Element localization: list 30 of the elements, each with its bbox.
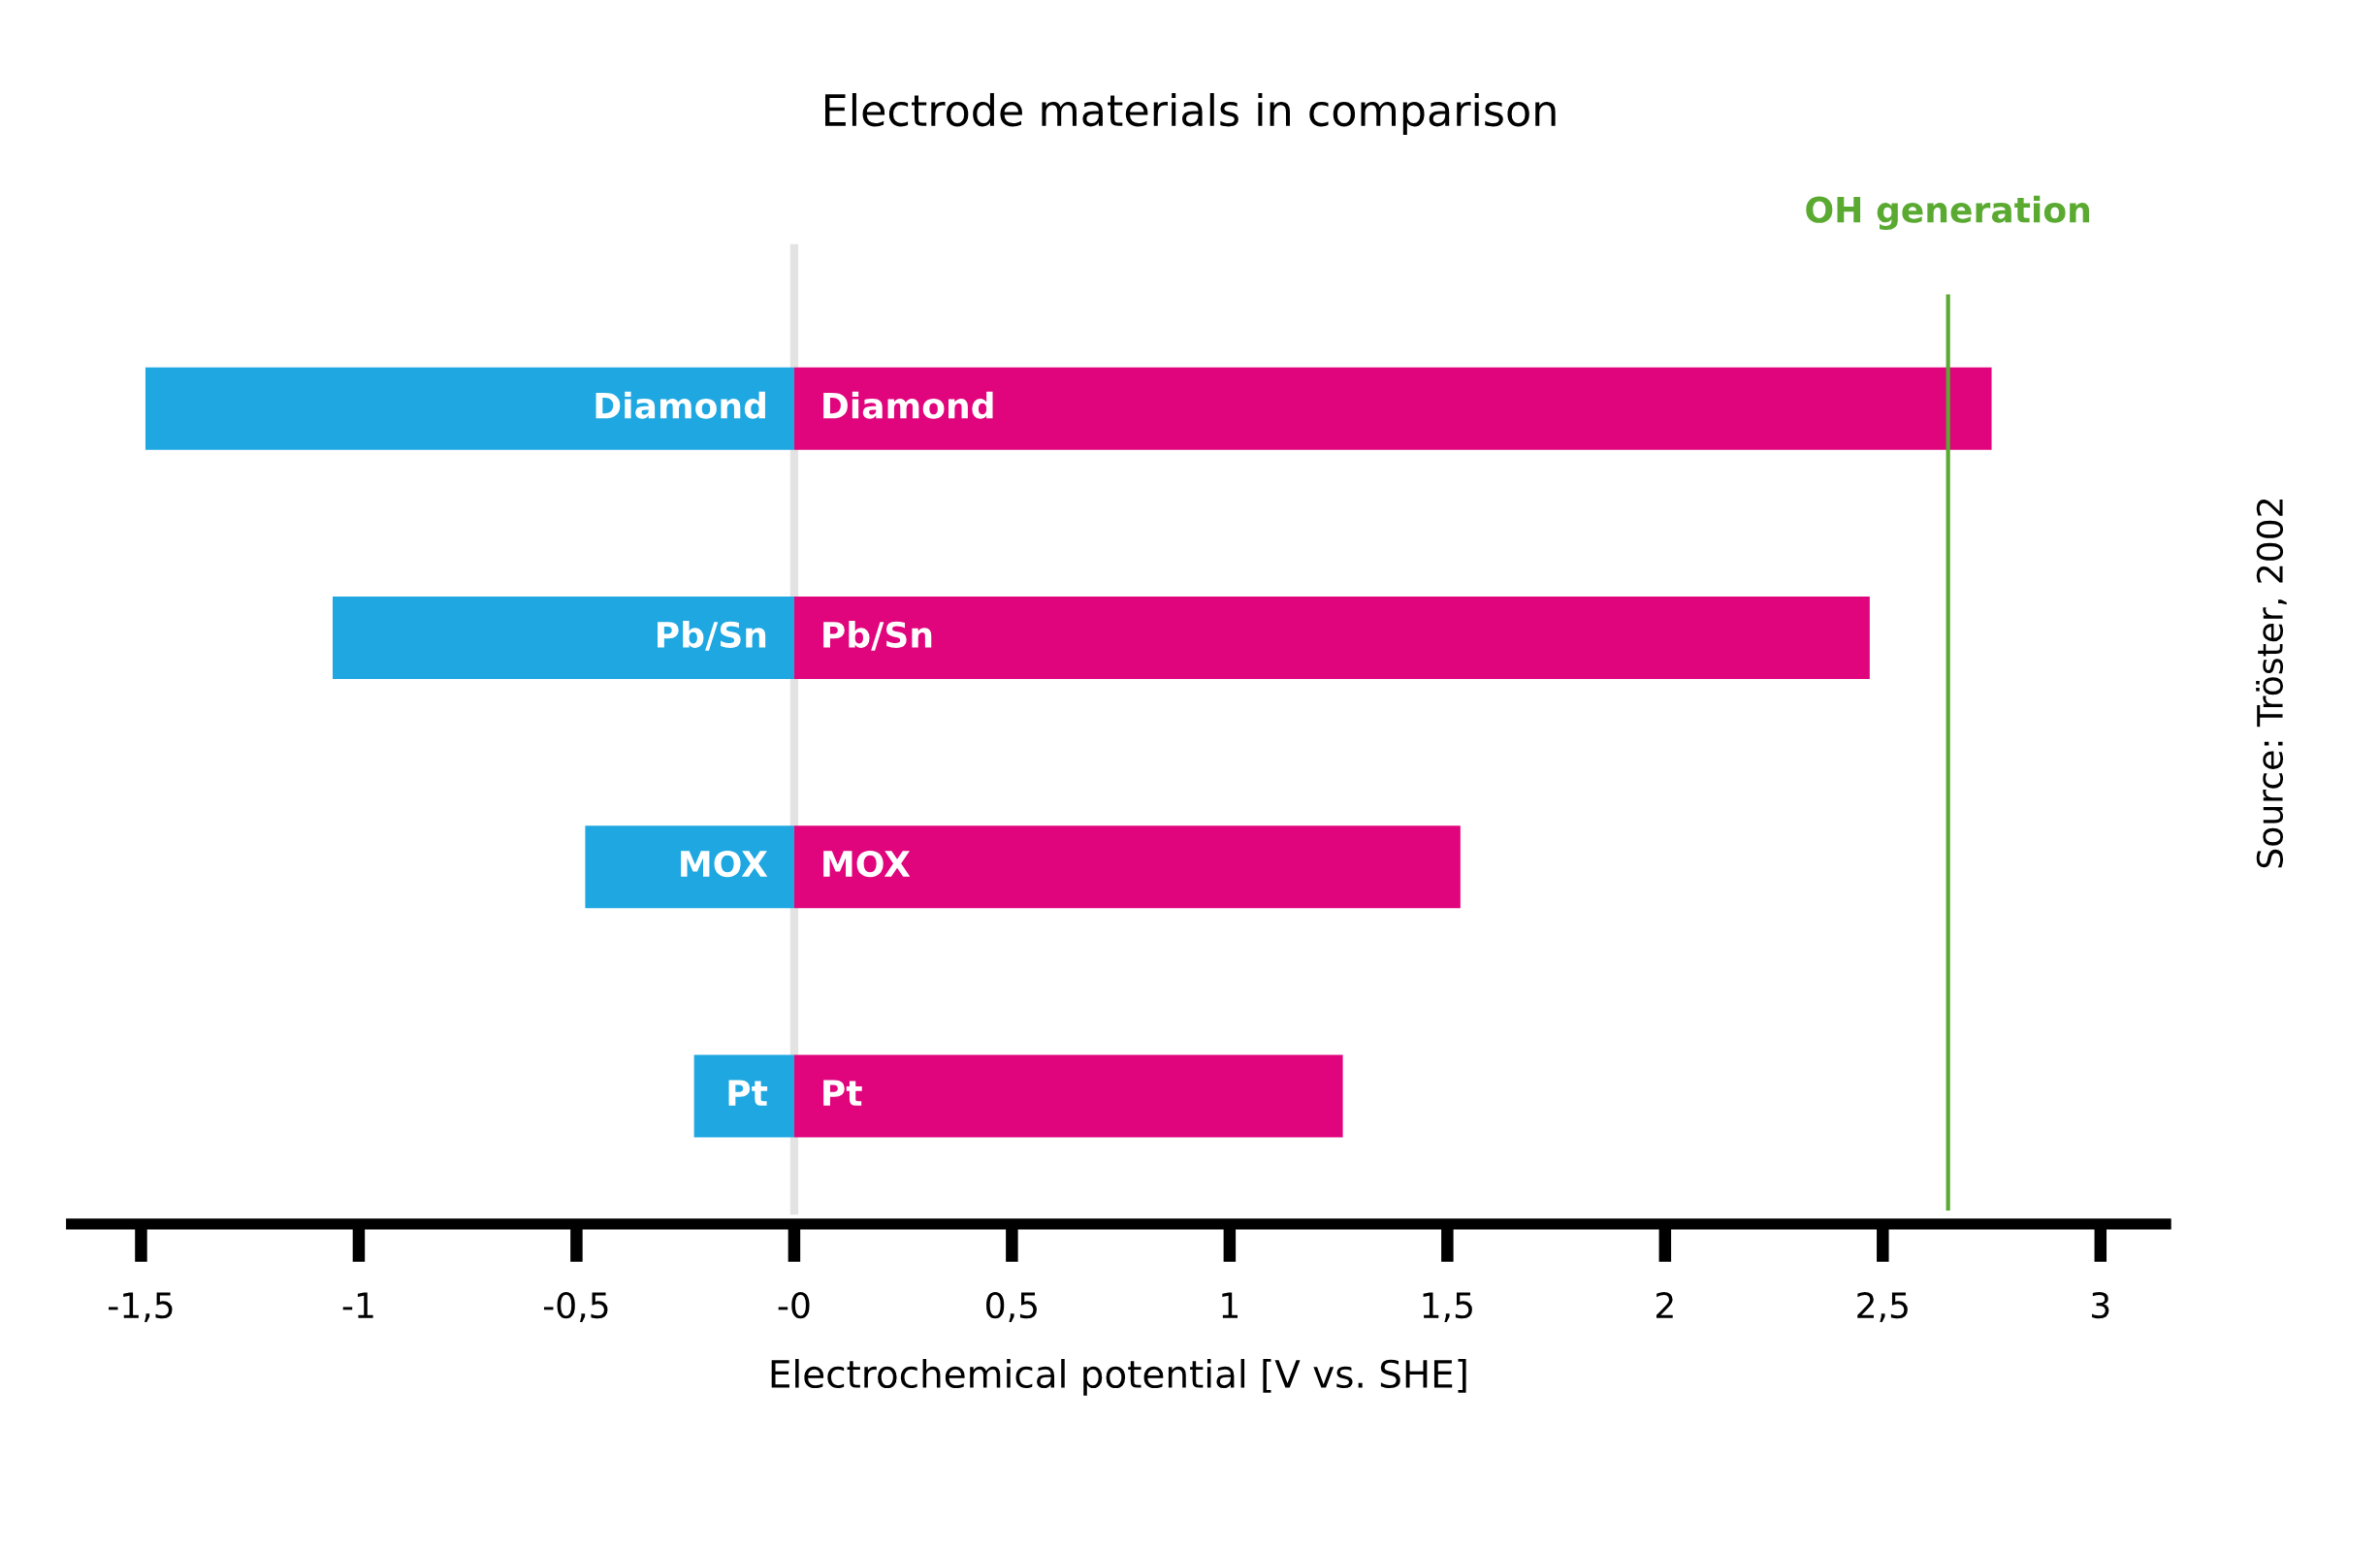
bar bbox=[793, 597, 1870, 680]
bar bbox=[793, 367, 1992, 450]
bar bbox=[585, 825, 794, 909]
x-tick-label: 3 bbox=[2092, 1291, 2109, 1319]
bar bbox=[693, 1054, 794, 1138]
x-tick-label: -1 bbox=[342, 1292, 373, 1318]
category-label: Pb/Sn bbox=[823, 621, 932, 651]
bar bbox=[793, 1054, 1343, 1138]
category-label: Pt bbox=[823, 1080, 862, 1106]
source-note: Source: Tröster, 2002 bbox=[2256, 499, 2287, 868]
x-tick-label: 0,5 bbox=[986, 1291, 1037, 1322]
x-tick-label: -1,5 bbox=[108, 1292, 173, 1322]
x-tick-label: 2,5 bbox=[1857, 1291, 1908, 1322]
y-tick-label: Diamond bbox=[595, 391, 765, 419]
bar bbox=[145, 367, 794, 450]
category-label: Diamond bbox=[823, 391, 993, 419]
x-axis-title: Electrochemical potential [V vs. SHE] bbox=[771, 1359, 1466, 1396]
x-tick-label: -0 bbox=[778, 1291, 810, 1319]
x-tick-label: 1 bbox=[1222, 1292, 1238, 1318]
x-tick-label: 1,5 bbox=[1423, 1292, 1472, 1322]
bar bbox=[333, 597, 794, 680]
y-tick-label: Pt bbox=[728, 1080, 768, 1106]
bar bbox=[793, 825, 1461, 909]
chart-title: Electrode materials in comparison bbox=[825, 93, 1556, 136]
x-tick-label: 2 bbox=[1656, 1291, 1673, 1318]
x-tick-label: -0,5 bbox=[543, 1291, 608, 1322]
category-label: MOX bbox=[823, 850, 911, 878]
ref-line-label: OH generation bbox=[1806, 195, 2090, 231]
y-tick-label: Pb/Sn bbox=[658, 621, 766, 651]
y-tick-label: MOX bbox=[681, 850, 768, 878]
